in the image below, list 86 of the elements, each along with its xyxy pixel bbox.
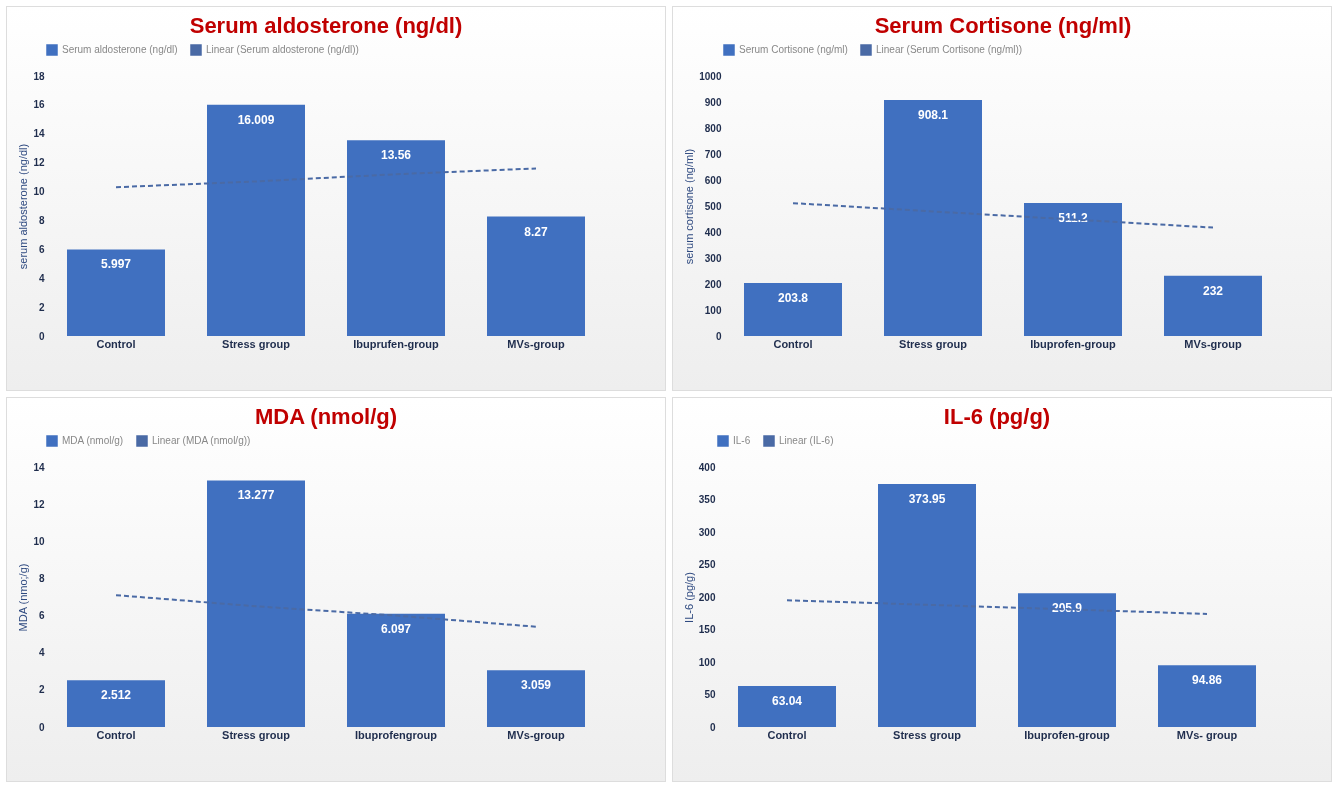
y-tick-label: 400 (704, 226, 722, 238)
x-tick-label: Stress group (222, 337, 291, 350)
data-label: 203.8 (777, 291, 809, 306)
x-tick-label: MVs- group (1176, 728, 1238, 741)
x-tick-label: Stress group (222, 728, 291, 741)
chart-title: Serum aldosterone (ng/dl) (189, 13, 463, 38)
chart-title: Serum Cortisone (ng/ml) (874, 13, 1132, 38)
y-tick-label: 0 (715, 330, 722, 342)
data-label: 908.1 (917, 107, 949, 122)
y-tick-label: 0 (38, 721, 45, 733)
y-tick-label: 300 (698, 526, 716, 538)
y-axis-title: IL-6 (pg/g) (682, 572, 695, 623)
x-tick-label: Stress group (893, 728, 962, 741)
data-label: 16.009 (237, 112, 275, 127)
legend-label: Serum Cortisone (ng/ml) (739, 44, 848, 55)
x-tick-label: Ibuprofen-group (1024, 728, 1111, 741)
data-label: 63.04 (771, 694, 803, 709)
y-tick-label: 10 (33, 535, 45, 547)
y-tick-label: 0 (38, 330, 45, 342)
y-tick-label: 4 (38, 272, 45, 284)
y-axis-title: MDA (nmo;/g) (17, 563, 30, 632)
x-tick-label: Ibuprofen-group (1030, 337, 1117, 350)
legend-label: Linear (Serum Cortisone (ng/ml)) (876, 44, 1023, 55)
y-tick-label: 2 (38, 684, 45, 696)
x-tick-label: Control (773, 337, 813, 350)
y-tick-label: 50 (704, 689, 716, 700)
y-tick-label: 10 (33, 186, 45, 198)
data-label: 3.059 (520, 678, 552, 693)
y-tick-label: 0 (709, 721, 716, 733)
y-tick-label: 150 (698, 624, 716, 635)
y-tick-label: 12 (33, 157, 45, 169)
x-tick-label: Control (96, 728, 136, 741)
legend-label: IL-6 (733, 435, 751, 446)
y-tick-label: 8 (38, 214, 45, 226)
x-tick-label: Control (96, 337, 136, 350)
x-tick-label: Ibuprufen-group (353, 337, 440, 350)
y-tick-label: 200 (698, 591, 716, 603)
y-tick-label: 14 (33, 461, 45, 473)
y-tick-label: 6 (38, 610, 45, 622)
y-tick-label: 1000 (699, 70, 722, 82)
data-label: 94.86 (1191, 673, 1223, 688)
legend-label: Linear (IL-6) (779, 435, 834, 446)
y-tick-label: 900 (704, 96, 722, 108)
y-tick-label: 350 (698, 494, 716, 505)
data-label: 8.27 (524, 224, 548, 239)
y-axis-title: serum cortisone (ng/ml) (683, 148, 696, 265)
y-tick-label: 300 (704, 252, 722, 264)
data-label: 13.277 (237, 488, 275, 503)
y-tick-label: 400 (698, 461, 716, 473)
data-label: 2.512 (100, 688, 132, 703)
y-tick-label: 14 (33, 128, 45, 140)
y-tick-label: 500 (704, 200, 722, 212)
chart-title: IL-6 (pg/g) (943, 404, 1051, 429)
y-axis-title: serum aldosterone (ng/dl) (17, 143, 30, 270)
y-tick-label: 600 (704, 174, 722, 186)
chart-title: MDA (nmol/g) (254, 404, 398, 429)
legend-label: Linear (MDA (nmol/g)) (152, 435, 251, 446)
data-label: 13.56 (380, 148, 412, 163)
y-tick-label: 100 (704, 304, 722, 316)
legend-label: MDA (nmol/g) (62, 435, 124, 446)
x-tick-label: Stress group (899, 337, 968, 350)
y-tick-label: 8 (38, 572, 45, 584)
y-tick-label: 800 (704, 122, 722, 134)
x-tick-label: Control (767, 728, 807, 741)
data-label: 5.997 (100, 257, 132, 272)
data-label: 205.9 (1051, 601, 1083, 616)
y-tick-label: 100 (698, 656, 716, 668)
y-tick-label: 250 (698, 559, 716, 570)
data-label: 373.95 (908, 491, 946, 506)
y-tick-label: 4 (38, 647, 45, 659)
y-tick-label: 200 (704, 278, 722, 290)
data-label: 232 (1202, 283, 1224, 298)
y-tick-label: 18 (33, 70, 45, 82)
y-tick-label: 2 (38, 301, 45, 313)
legend-label: Serum aldosterone (ng/dl) (62, 44, 178, 55)
x-tick-label: MVs-group (1184, 337, 1242, 350)
y-tick-label: 700 (704, 148, 722, 160)
data-label: 6.097 (380, 621, 412, 636)
data-label: 511.2 (1058, 211, 1089, 226)
x-tick-label: MVs-group (507, 728, 565, 741)
y-tick-label: 6 (38, 243, 45, 255)
y-tick-label: 16 (33, 99, 45, 111)
legend-label: Linear (Serum aldosterone (ng/dl)) (206, 44, 359, 55)
x-tick-label: MVs-group (507, 337, 565, 350)
x-tick-label: Ibuprofengroup (355, 728, 438, 741)
y-tick-label: 12 (33, 498, 45, 510)
